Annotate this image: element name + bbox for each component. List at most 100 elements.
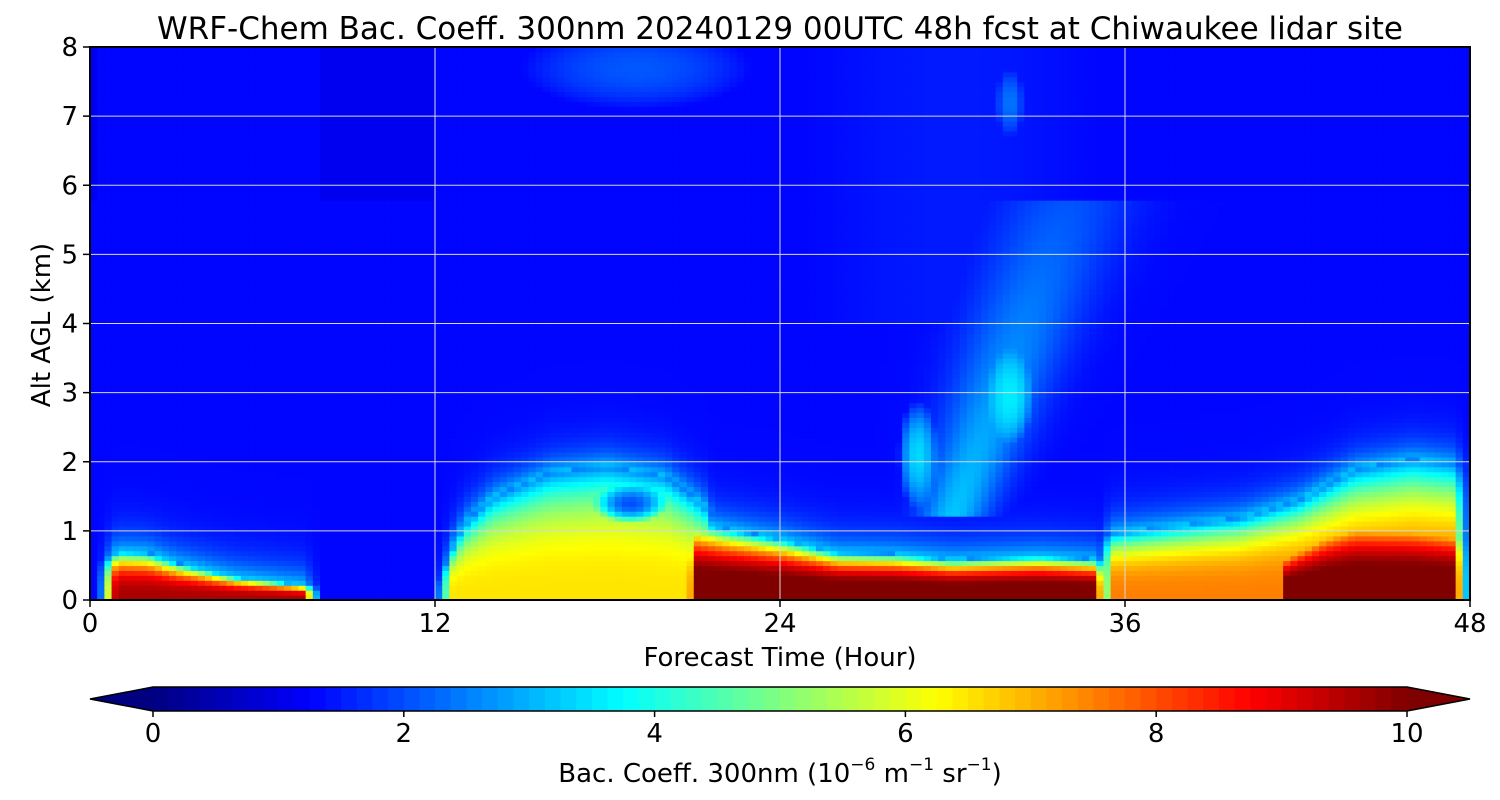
heatmap-cell [1089, 477, 1097, 483]
heatmap-cell [176, 516, 184, 522]
heatmap-cell [1096, 521, 1104, 527]
heatmap-cell [212, 585, 220, 591]
heatmap-cell [270, 575, 278, 581]
heatmap-cell [816, 501, 824, 507]
heatmap-cell [97, 531, 105, 537]
heatmap-cell [981, 551, 989, 557]
heatmap-cell [1276, 511, 1284, 517]
heatmap-cell [1089, 561, 1097, 567]
heatmap-cell [881, 506, 889, 512]
heatmap-cell [1276, 516, 1284, 522]
heatmap-cell [1139, 561, 1147, 567]
heatmap-cell [715, 580, 723, 586]
heatmap-cell [413, 541, 421, 547]
heatmap-cell [1010, 551, 1018, 557]
heatmap-cell [1333, 541, 1341, 547]
heatmap-cell [370, 556, 378, 562]
heatmap-cell [1413, 541, 1421, 547]
heatmap-cell [248, 541, 256, 547]
heatmap-cell [464, 482, 472, 488]
heatmap-cell [370, 561, 378, 567]
heatmap-cell [263, 482, 271, 488]
heatmap-cell [895, 506, 903, 512]
heatmap-cell [1290, 516, 1298, 522]
heatmap-cell [1391, 570, 1399, 576]
heatmap-cell [830, 561, 838, 567]
heatmap-cell [536, 486, 544, 492]
heatmap-cell [1240, 541, 1248, 547]
heatmap-cell [550, 506, 558, 512]
heatmap-cell [313, 556, 321, 562]
heatmap-cell [435, 580, 443, 586]
heatmap-cell [306, 570, 314, 576]
heatmap-cell [270, 551, 278, 557]
heatmap-cell [198, 496, 206, 502]
heatmap-cell [1398, 585, 1406, 591]
heatmap-cell [758, 531, 766, 537]
heatmap-cell [1312, 486, 1320, 492]
heatmap-cell [104, 472, 112, 478]
heatmap-cell [679, 580, 687, 586]
heatmap-cell [406, 585, 414, 591]
heatmap-cell [313, 570, 321, 576]
heatmap-cell [1003, 580, 1011, 586]
heatmap-cell [658, 580, 666, 586]
heatmap-cell [1312, 590, 1320, 596]
heatmap-cell [1262, 521, 1270, 527]
heatmap-cell [478, 516, 486, 522]
heatmap-cell [485, 491, 493, 497]
heatmap-cell [1456, 491, 1464, 497]
heatmap-cell [1197, 511, 1205, 517]
heatmap-cell [313, 486, 321, 492]
heatmap-cell [198, 531, 206, 537]
heatmap-cell [227, 575, 235, 581]
heatmap-cell [1377, 472, 1385, 478]
heatmap-cell [227, 580, 235, 586]
heatmap-cell [219, 521, 227, 527]
heatmap-cell [1168, 496, 1176, 502]
heatmap-cell [148, 556, 156, 562]
heatmap-cell [751, 561, 759, 567]
heatmap-cell [730, 516, 738, 522]
heatmap-cell [104, 511, 112, 517]
heatmap-cell [615, 511, 623, 517]
heatmap-cell [622, 501, 630, 507]
heatmap-cell [1233, 561, 1241, 567]
heatmap-cell [1312, 551, 1320, 557]
heatmap-cell [183, 541, 191, 547]
heatmap-cell [1240, 511, 1248, 517]
heatmap-cell [320, 491, 328, 497]
heatmap-cell [442, 580, 450, 586]
heatmap-cell [823, 531, 831, 537]
heatmap-cell [1082, 506, 1090, 512]
heatmap-cell [557, 491, 565, 497]
heatmap-cell [737, 511, 745, 517]
heatmap-cell [1240, 556, 1248, 562]
heatmap-cell [974, 482, 982, 488]
heatmap-cell [1103, 516, 1111, 522]
heatmap-cell [485, 575, 493, 581]
heatmap-cell [521, 551, 529, 557]
heatmap-cell [1348, 570, 1356, 576]
heatmap-cell [1154, 565, 1162, 571]
heatmap-cell [1319, 486, 1327, 492]
heatmap-cell [334, 551, 342, 557]
heatmap-cell [112, 590, 120, 596]
heatmap-cell [248, 472, 256, 478]
heatmap-cell [313, 491, 321, 497]
heatmap-cell [679, 516, 687, 522]
heatmap-cell [349, 575, 357, 581]
heatmap-cell [334, 575, 342, 581]
heatmap-cell [500, 541, 508, 547]
heatmap-cell [1103, 486, 1111, 492]
heatmap-cell [1132, 570, 1140, 576]
heatmap-cell [1053, 482, 1061, 488]
heatmap-cell [981, 482, 989, 488]
heatmap-cell [485, 551, 493, 557]
heatmap-cell [1233, 585, 1241, 591]
heatmap-cell [507, 496, 515, 502]
heatmap-cell [248, 556, 256, 562]
heatmap-cell [1448, 501, 1456, 507]
heatmap-cell [198, 506, 206, 512]
heatmap-cell [845, 551, 853, 557]
